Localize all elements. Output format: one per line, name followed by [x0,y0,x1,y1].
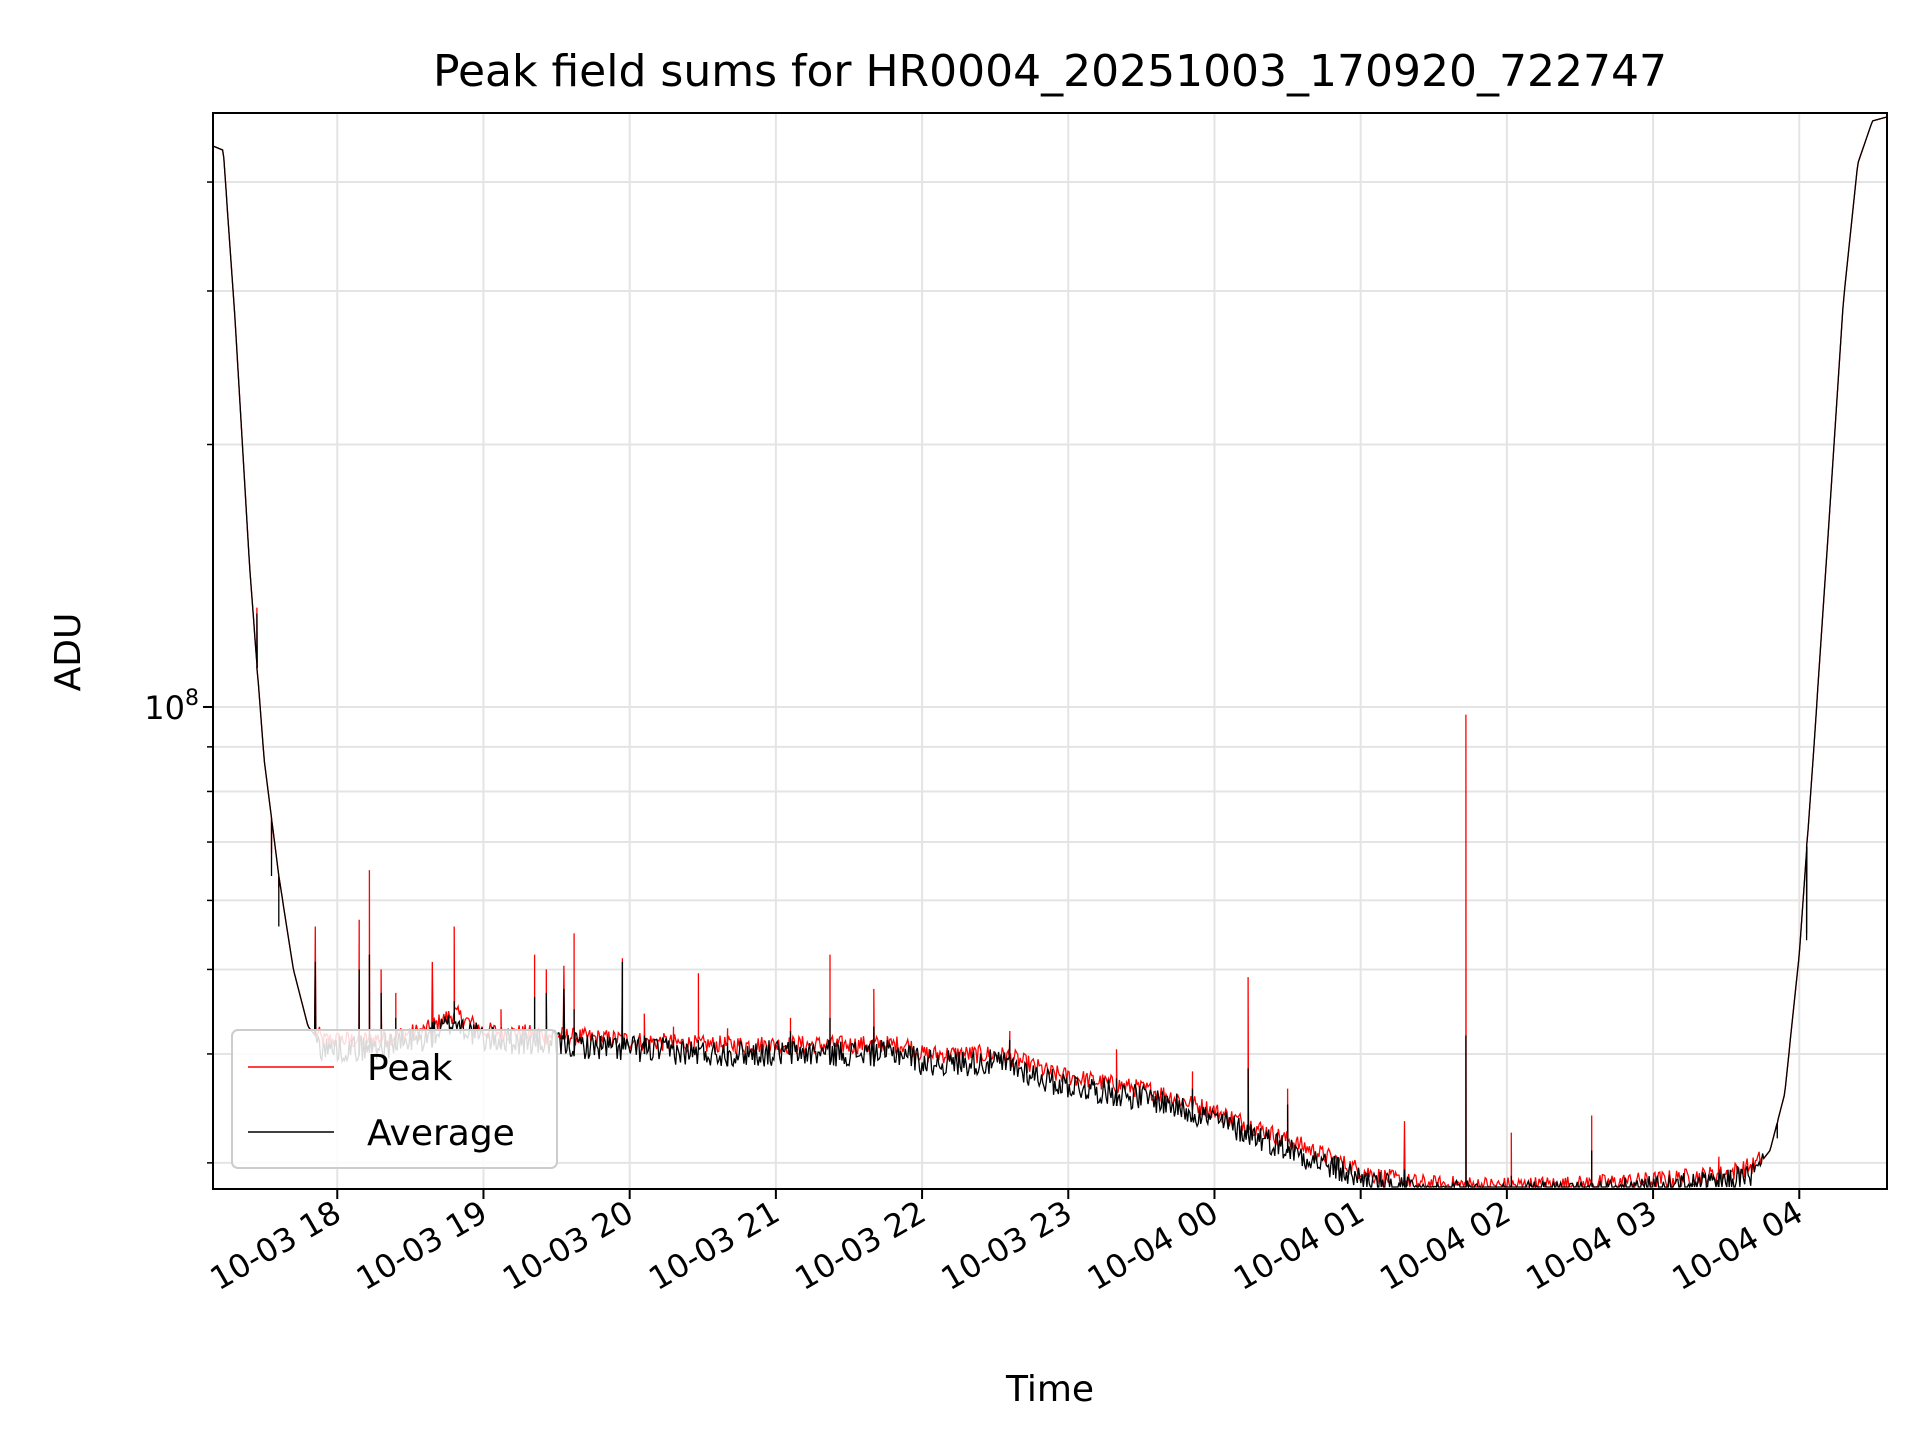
y-tick-label: 108 [144,686,199,727]
legend-box [231,1029,558,1169]
legend-peak-label: Peak [367,1048,453,1089]
x-axis-label: Time [1005,1369,1094,1410]
plot-frame [212,112,1888,1190]
legend-average-label: Average [367,1113,515,1154]
legend: Peak Average [231,1029,558,1169]
chart-title: Peak field sums for HR0004_20251003_1709… [433,46,1667,97]
y-axis-label: ADU [48,613,89,692]
grid [213,113,1887,1189]
series-line-peak [212,116,1888,1190]
